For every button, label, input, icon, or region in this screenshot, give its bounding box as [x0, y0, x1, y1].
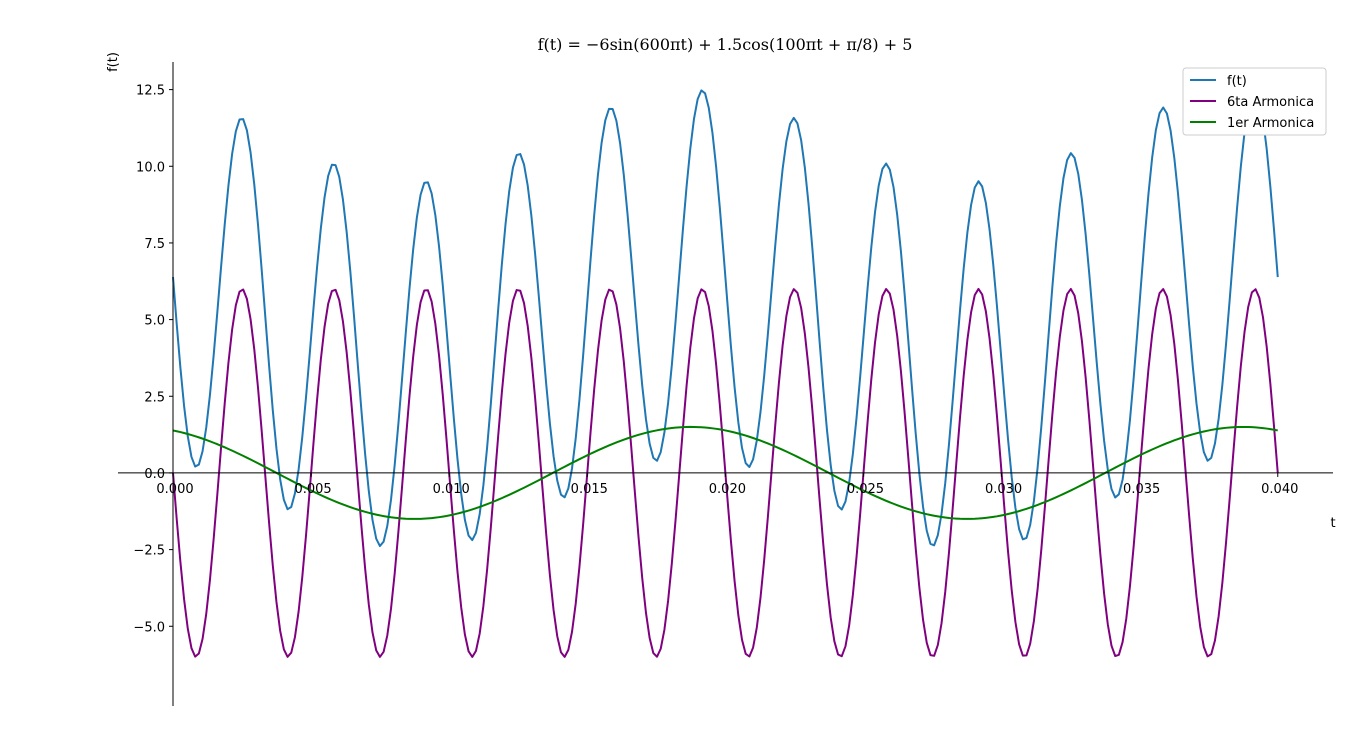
x-tick-label: 0.020	[709, 482, 746, 497]
x-tick-label: 0.040	[1261, 482, 1298, 497]
x-tick-label: 0.030	[985, 482, 1022, 497]
y-tick-label: 12.5	[136, 84, 165, 99]
x-tick-label: 0.005	[294, 482, 331, 497]
legend-label: f(t)	[1227, 74, 1247, 89]
x-axis-label: t	[1330, 516, 1335, 531]
series-line-2	[172, 425, 1278, 520]
series-line-0	[172, 89, 1279, 548]
x-tick-label: 0.010	[433, 482, 470, 497]
x-tick-label: 0.035	[1123, 482, 1160, 497]
legend-box	[1182, 67, 1327, 136]
y-tick-label: −2.5	[133, 544, 165, 559]
x-tick-label: 0.000	[156, 482, 193, 497]
x-tick-label: 0.015	[571, 482, 608, 497]
y-axis-label: f(t)	[106, 52, 121, 72]
axes-layer: 0.000 0.005 0.010 0.015 0.020 0.025 0.030 0.035…	[118, 62, 1333, 706]
x-tick-label: 0.025	[847, 482, 884, 497]
y-tick-label: 0.0	[144, 467, 165, 482]
legend: f(t) 6ta Armonica 1er Armonica	[1182, 67, 1327, 136]
legend-label: 1er Armonica	[1227, 116, 1314, 131]
legend-label: 6ta Armonica	[1227, 95, 1314, 110]
series-layer	[172, 89, 1279, 658]
y-tick-label: 5.0	[144, 314, 165, 329]
y-tick-label: −5.0	[133, 620, 165, 635]
y-tick-label: 10.0	[136, 160, 165, 175]
y-tick-label: 7.5	[144, 237, 165, 252]
y-tick-label: 2.5	[144, 390, 165, 405]
chart-title: f(t) = −6sin(600πt) + 1.5cos(100πt + π/8…	[538, 35, 913, 54]
